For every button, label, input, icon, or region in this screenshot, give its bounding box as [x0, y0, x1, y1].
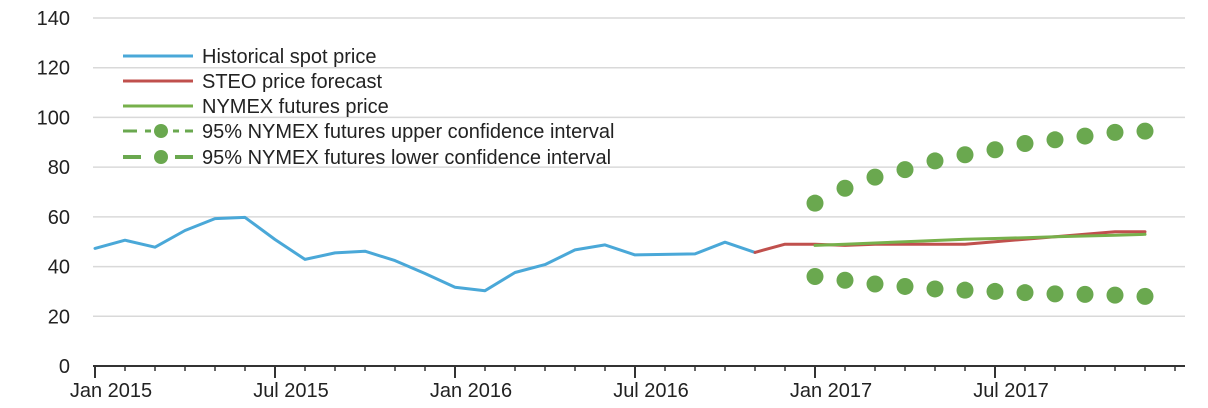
- data-point-95-nymex-futures-lower-confidence-interval: [896, 277, 914, 295]
- data-point-95-nymex-futures-upper-confidence-interval: [926, 152, 944, 170]
- x-tick-label: Jul 2015: [253, 380, 329, 402]
- x-tick-label: Jul 2017: [973, 380, 1049, 402]
- data-point-95-nymex-futures-upper-confidence-interval: [1016, 135, 1034, 153]
- data-point-95-nymex-futures-lower-confidence-interval: [1106, 286, 1124, 304]
- legend-label-steo-price-forecast: STEO price forecast: [202, 71, 383, 93]
- data-point-95-nymex-futures-lower-confidence-interval: [986, 282, 1004, 300]
- series-line-nymex-futures-price: [813, 232, 1147, 247]
- data-point-95-nymex-futures-upper-confidence-interval: [806, 194, 824, 212]
- legend-label-historical-spot-price: Historical spot price: [202, 46, 377, 68]
- data-point-95-nymex-futures-lower-confidence-interval: [1076, 285, 1094, 303]
- data-point-95-nymex-futures-upper-confidence-interval: [896, 161, 914, 179]
- grid-lines: [93, 17, 1185, 318]
- y-tick-label: 120: [37, 58, 70, 80]
- legend-label-nymex-futures-price: NYMEX futures price: [202, 96, 389, 118]
- x-tick-label: Jan 2016: [430, 380, 512, 402]
- data-point-95-nymex-futures-lower-confidence-interval: [926, 280, 944, 298]
- data-point-95-nymex-futures-upper-confidence-interval: [1106, 123, 1124, 141]
- data-point-95-nymex-futures-lower-confidence-interval: [956, 281, 974, 299]
- data-point-95-nymex-futures-lower-confidence-interval: [836, 271, 854, 289]
- x-tick-label: Jan 2015: [70, 380, 152, 402]
- legend-marker-95-nymex-futures-lower-confidence-interval: [154, 150, 168, 164]
- legend: Historical spot price STEO price forecast…: [123, 46, 614, 169]
- data-point-95-nymex-futures-upper-confidence-interval: [836, 179, 854, 197]
- data-point-95-nymex-futures-upper-confidence-interval: [1136, 122, 1154, 140]
- y-tick-label: 40: [48, 257, 70, 279]
- y-tick-label: 20: [48, 306, 70, 328]
- legend-label-95-nymex-futures-lower-confidence-interval: 95% NYMEX futures lower confidence inter…: [202, 147, 611, 169]
- data-point-95-nymex-futures-upper-confidence-interval: [986, 141, 1004, 159]
- y-tick-label: 60: [48, 207, 70, 229]
- data-point-95-nymex-futures-upper-confidence-interval: [1076, 127, 1094, 145]
- legend-marker-95-nymex-futures-upper-confidence-interval: [154, 124, 168, 138]
- series-line-historical-spot-price: [93, 215, 757, 293]
- y-tick-label: 0: [59, 356, 70, 378]
- axes: 0 20 40 60 80 100 120 140 Jan 2015 Jul 2015 Jan 20…: [37, 8, 1185, 402]
- y-tick-label: 100: [37, 107, 70, 129]
- data-point-95-nymex-futures-lower-confidence-interval: [806, 268, 824, 286]
- data-point-95-nymex-futures-lower-confidence-interval: [866, 275, 884, 293]
- x-tick-label: Jan 2017: [790, 380, 872, 402]
- series-layer: [93, 122, 1154, 305]
- data-point-95-nymex-futures-upper-confidence-interval: [956, 146, 974, 164]
- data-point-95-nymex-futures-upper-confidence-interval: [1046, 131, 1064, 149]
- x-tick-label: Jul 2016: [613, 380, 689, 402]
- y-tick-label: 140: [37, 8, 70, 30]
- data-point-95-nymex-futures-lower-confidence-interval: [1136, 287, 1154, 305]
- y-tick-label: 80: [48, 157, 70, 179]
- legend-label-95-nymex-futures-upper-confidence-interval: 95% NYMEX futures upper confidence inter…: [202, 121, 614, 143]
- data-point-95-nymex-futures-upper-confidence-interval: [866, 168, 884, 186]
- data-point-95-nymex-futures-lower-confidence-interval: [1046, 285, 1064, 303]
- data-point-95-nymex-futures-lower-confidence-interval: [1016, 284, 1034, 302]
